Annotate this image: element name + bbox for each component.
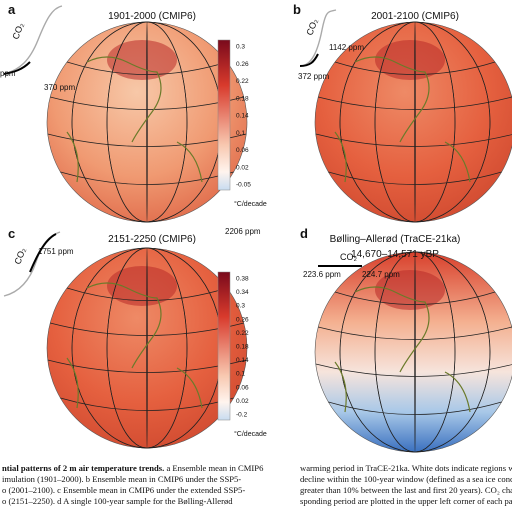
parallel (60, 397, 234, 411)
caption-line: decline within the 100-year window (defi… (300, 474, 512, 484)
colorbar (217, 271, 231, 421)
panel-title: 2151-2250 (CMIP6) (108, 234, 196, 245)
caption-line: warming period in TraCE-21ka. White dots… (300, 463, 512, 473)
colorbar-tick-label: 0.06 (236, 147, 249, 154)
meridian (339, 21, 491, 223)
polar-cap (375, 40, 445, 80)
co2-period (29, 233, 57, 273)
colorbar-unit: °C/decade (234, 430, 267, 438)
co2-label: CO₂ (10, 21, 25, 41)
colorbar-tick-label: 0.26 (236, 316, 249, 323)
colorbar (217, 39, 231, 191)
co2-start: 1751 ppm (38, 247, 74, 256)
colorbar-tick-label: 0.34 (236, 289, 249, 296)
parallel (60, 171, 234, 185)
parallel (318, 96, 512, 110)
panel-label: c (8, 226, 15, 241)
colorbar-tick-label: 0.1 (236, 371, 245, 378)
co2-label: CO₂ (304, 17, 319, 37)
colorbar-tick-label: 0.26 (236, 61, 249, 68)
caption-line: sponding period are plotted in the upper… (300, 496, 512, 506)
panel-title: 1901-2000 (CMIP6) (108, 11, 196, 22)
caption-line: ntial patterns of 2 m air temperature tr… (2, 463, 264, 473)
co2-end: 370 ppm (44, 83, 75, 92)
colorbar-tick-label: 0.14 (236, 113, 249, 120)
colorbar-tick-label: 0.3 (236, 44, 245, 51)
panel-title: 2001-2100 (CMIP6) (371, 11, 459, 22)
colorbar-tick-label: 0.18 (236, 95, 249, 102)
caption-text: a Ensemble mean in CMIP6 (164, 463, 264, 473)
colorbar-tick-label: 0.3 (236, 303, 245, 310)
caption-line: o (2001–2100). c Ensemble mean in CMIP6 … (2, 485, 245, 495)
co2-start: ppm (0, 69, 16, 78)
parallel (334, 291, 496, 305)
parallel (66, 61, 228, 75)
co2-label: CO₂ (340, 252, 358, 262)
co2-end: 224.7 ppm (362, 270, 400, 279)
coastline (66, 56, 203, 183)
panel-label: d (300, 226, 308, 241)
panel-subtitle: 14,670–14,571 yBP (351, 249, 439, 260)
meridian (339, 251, 491, 453)
parallel (318, 326, 512, 340)
caption-line: greater than 10% between the last and fi… (300, 485, 512, 495)
parallel (334, 61, 496, 75)
co2-start: 223.6 ppm (303, 270, 341, 279)
panel-title: Bølling–Allerød (TraCE-21ka) (330, 234, 461, 245)
colorbar-tick-label: 0.14 (236, 357, 249, 364)
caption-heading: ntial patterns of 2 m air temperature tr… (2, 463, 164, 473)
colorbar-tick-label: -0.05 (236, 182, 251, 189)
co2-period (3, 61, 31, 75)
colorbar-tick-label: 0.18 (236, 344, 249, 351)
colorbar-tick-label: 0.1 (236, 130, 245, 137)
co2-curve (299, 9, 337, 67)
caption: ntial patterns of 2 m air temperature tr… (2, 463, 512, 506)
parallel (66, 287, 228, 301)
co2-curve (3, 5, 63, 75)
co2-start: 372 ppm (298, 72, 329, 81)
co2-end: 1142 ppm (329, 43, 364, 52)
co2-end: 2206 ppm (225, 227, 261, 236)
colorbar-unit: °C/decade (234, 200, 267, 208)
co2-period (299, 53, 319, 67)
colorbar-tick-label: 0.06 (236, 384, 249, 391)
colorbar-tick-label: 0.38 (236, 276, 249, 283)
coastline (334, 56, 471, 183)
colorbar-tick-label: 0.02 (236, 164, 249, 171)
parallel (328, 401, 502, 415)
panel-label: b (293, 2, 301, 17)
coastline (66, 282, 203, 409)
colorbar-tick-label: 0.02 (236, 398, 249, 405)
panel-label: a (8, 2, 16, 17)
colorbar-tick-label: 0.22 (236, 78, 249, 85)
co2-curve (3, 231, 61, 297)
polar-cap (107, 40, 177, 80)
coastline (334, 286, 471, 413)
polar-cap (375, 270, 445, 310)
co2-label: CO₂ (12, 246, 27, 266)
polar-cap (107, 266, 177, 306)
colorbar-tick-label: 0.22 (236, 330, 249, 337)
caption-line: imulation (1901–2000). b Ensemble mean i… (2, 474, 241, 484)
colorbar-tick-label: -0.2 (236, 412, 248, 419)
caption-line: o (2151–2250). d A single 100-year sampl… (2, 496, 233, 506)
parallel (328, 171, 502, 185)
